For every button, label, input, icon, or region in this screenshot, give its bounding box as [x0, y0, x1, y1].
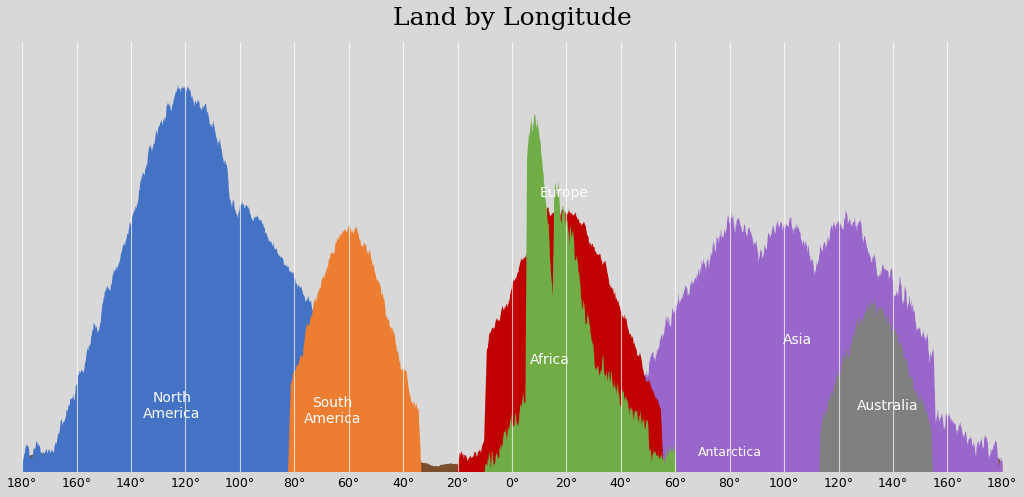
- Text: Asia: Asia: [783, 333, 812, 347]
- Text: Antarctica: Antarctica: [697, 446, 762, 459]
- Text: South
America: South America: [304, 396, 361, 426]
- Text: Australia: Australia: [857, 399, 919, 413]
- Title: Land by Longitude: Land by Longitude: [392, 7, 632, 30]
- Text: Europe: Europe: [540, 186, 588, 200]
- Text: North
America: North America: [143, 391, 201, 421]
- Text: Africa: Africa: [530, 353, 570, 367]
